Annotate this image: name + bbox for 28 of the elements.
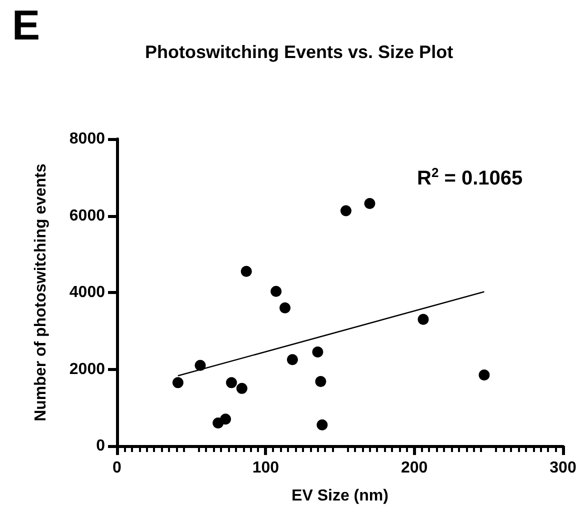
point: [340, 205, 352, 216]
point: [315, 376, 326, 388]
point: [418, 314, 429, 325]
point: [172, 377, 184, 388]
y-axis-title: Number of photoswitching events: [32, 164, 50, 422]
x-tick-label: 300: [550, 460, 576, 476]
point: [286, 354, 298, 366]
y-tick-label: 8000: [69, 130, 106, 148]
x-tick-label: 200: [400, 460, 428, 476]
point: [240, 266, 252, 277]
point: [236, 382, 248, 394]
y-tick-label: 4000: [69, 284, 106, 301]
point: [312, 346, 324, 358]
point: [220, 414, 232, 425]
point: [270, 286, 282, 297]
point: [364, 198, 376, 209]
x-tick-label: 0: [112, 460, 122, 476]
text: E: [12, 2, 40, 48]
x-axis-title: EV Size (nm): [292, 488, 388, 504]
y-tick-label: 6000: [69, 207, 106, 224]
chart-title: Photoswitching Events vs. Size Plot: [145, 42, 454, 62]
y-tick-label: 2000: [69, 360, 106, 378]
x-tick-label: 100: [252, 460, 280, 476]
point: [478, 370, 490, 381]
point: [280, 302, 290, 314]
point: [226, 377, 237, 388]
point: [316, 419, 328, 430]
y-tick-label: 0: [96, 438, 106, 454]
